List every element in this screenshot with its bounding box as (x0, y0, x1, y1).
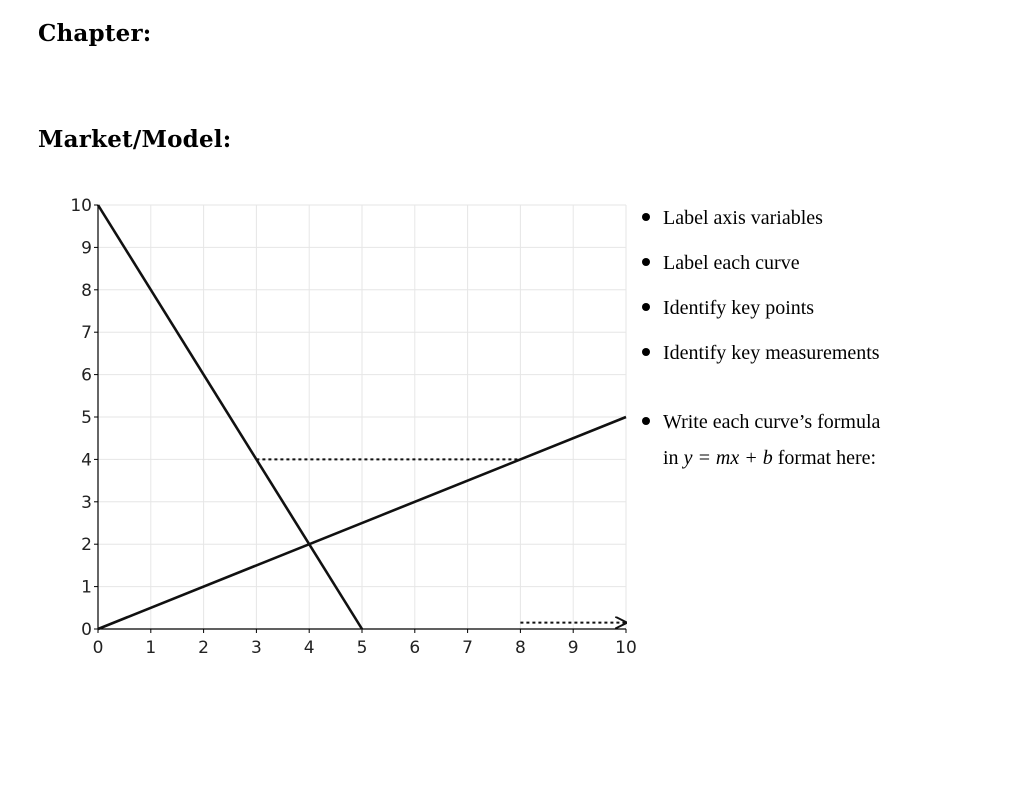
x-tick-label: 1 (145, 638, 156, 658)
bullet-text: Identify key points (663, 297, 815, 319)
y-tick-label: 1 (81, 578, 92, 598)
bullet-dot-icon (642, 213, 650, 221)
y-tick-label: 5 (81, 408, 92, 428)
y-tick-label: 6 (81, 366, 92, 386)
bullet-text: Label axis variables (663, 207, 823, 229)
chapter-heading: Chapter: (38, 20, 152, 47)
y-tick-label: 0 (81, 620, 92, 640)
y-tick-label: 9 (81, 238, 92, 258)
formula-suffix: format here: (772, 447, 877, 469)
bullet-item: Label axis variables (640, 205, 1010, 231)
formula-line-2: in y = mx + b format here: (663, 445, 1010, 471)
bullet-dot-icon (642, 258, 650, 266)
x-tick-label: 7 (462, 638, 473, 658)
y-tick-label: 3 (81, 493, 92, 513)
y-tick-label: 8 (81, 281, 92, 301)
y-tick-label: 4 (81, 450, 92, 470)
supply-demand-chart: 0 1 2 3 4 5 6 7 8 9 10 0 1 2 3 4 5 6 7 8 9 10 (70, 196, 637, 658)
downward-curve-line (96, 204, 364, 630)
bullet-item: Identify key measurements (640, 340, 1010, 366)
upward-curve-line (97, 415, 627, 631)
formula-line-1: Write each curve’s formula (663, 411, 881, 433)
x-tick-label: 0 (93, 638, 104, 658)
formula-math: y = mx + b (683, 447, 773, 469)
x-tick-label: 8 (515, 638, 526, 658)
y-tick-label: 10 (70, 196, 92, 216)
x-tick-label: 2 (198, 638, 209, 658)
x-tick-label: 4 (304, 638, 315, 658)
bullet-dot-icon (642, 417, 650, 425)
market-model-heading: Market/Model: (38, 126, 232, 153)
bullet-item: Identify key points (640, 295, 1010, 321)
formula-bullet: Write each curve’s formula in y = mx + b… (640, 409, 1010, 471)
bullet-dot-icon (642, 348, 650, 356)
x-tick-label: 9 (568, 638, 579, 658)
x-tick-label: 5 (357, 638, 368, 658)
x-tick-label: 10 (615, 638, 637, 658)
formula-prefix: in (663, 447, 684, 469)
bullet-text: Label each curve (663, 252, 800, 274)
x-tick-label: 3 (251, 638, 262, 658)
bullet-text: Identify key measurements (663, 342, 880, 364)
instructions-list: Label axis variables Label each curve Id… (640, 205, 1010, 490)
y-tick-label: 2 (81, 535, 92, 555)
x-tick-label: 6 (409, 638, 420, 658)
y-tick-label: 7 (81, 323, 92, 343)
bullet-dot-icon (642, 303, 650, 311)
bullet-item: Label each curve (640, 250, 1010, 276)
